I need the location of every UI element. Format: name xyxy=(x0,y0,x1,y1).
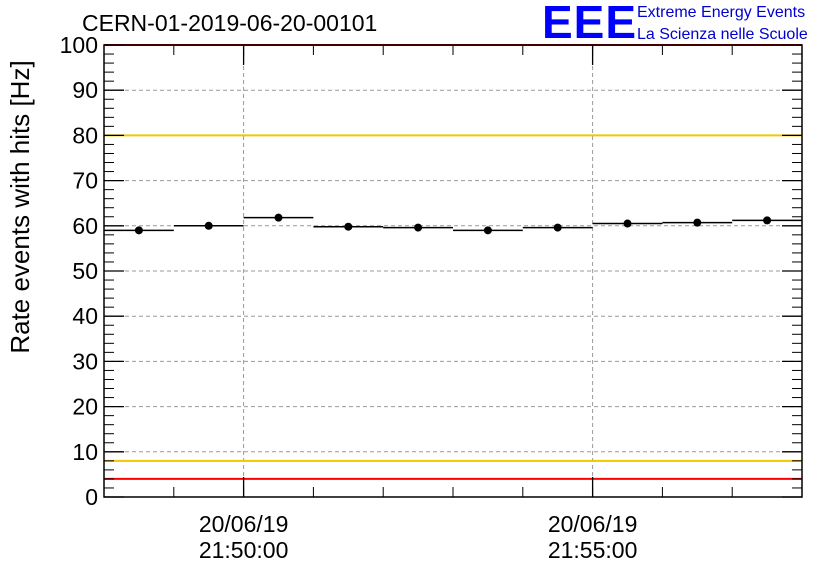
y-tick-label: 0 xyxy=(85,484,98,510)
y-tick-label: 10 xyxy=(72,439,98,465)
data-point xyxy=(453,226,523,235)
data-point xyxy=(522,223,593,232)
eee-logo: EEE Extreme Energy Events La Scienza nel… xyxy=(542,0,832,48)
data-point xyxy=(173,221,244,230)
data-point xyxy=(104,226,174,235)
y-axis-ticks: 0 10 20 30 40 50 60 70 80 90 100 xyxy=(60,32,802,510)
marker xyxy=(693,218,702,227)
y-tick-label: 40 xyxy=(72,303,98,329)
y-tick-label: 90 xyxy=(72,77,98,103)
marker xyxy=(274,213,283,222)
plot-frame xyxy=(103,44,803,498)
y-tick-label: 80 xyxy=(72,122,98,148)
x-tick-time-label: 21:50:00 xyxy=(199,537,289,563)
data-point xyxy=(243,213,314,222)
marker xyxy=(553,223,562,232)
grid-lines xyxy=(104,45,802,497)
marker xyxy=(483,226,492,235)
marker xyxy=(414,223,423,232)
data-point xyxy=(592,219,663,228)
data-point xyxy=(732,216,802,225)
eee-logo-line1: Extreme Energy Events xyxy=(637,4,806,21)
y-tick-label: 20 xyxy=(72,394,98,420)
eee-logo-mark: EEE xyxy=(542,0,638,48)
data-points xyxy=(104,213,802,235)
x-tick-time-label: 21:55:00 xyxy=(548,537,638,563)
y-tick-label: 70 xyxy=(72,168,98,194)
reference-lines xyxy=(104,44,802,480)
y-axis-label: Rate events with hits [Hz] xyxy=(5,60,35,353)
data-point xyxy=(383,223,453,232)
x-tick-date-label: 20/06/19 xyxy=(199,511,289,537)
x-tick-date-label: 20/06/19 xyxy=(548,511,638,537)
eee-logo-line2: La Scienza nelle Scuole xyxy=(637,26,808,43)
marker xyxy=(623,219,632,228)
marker xyxy=(134,226,143,235)
marker xyxy=(344,222,353,231)
run-title: CERN-01-2019-06-20-00101 xyxy=(82,10,378,36)
data-point xyxy=(313,222,384,231)
marker xyxy=(763,216,772,225)
y-tick-label: 100 xyxy=(60,32,98,58)
y-tick-label: 30 xyxy=(72,348,98,374)
data-point xyxy=(662,218,733,227)
y-tick-label: 50 xyxy=(72,258,98,284)
marker xyxy=(204,221,213,230)
y-tick-label: 60 xyxy=(72,213,98,239)
